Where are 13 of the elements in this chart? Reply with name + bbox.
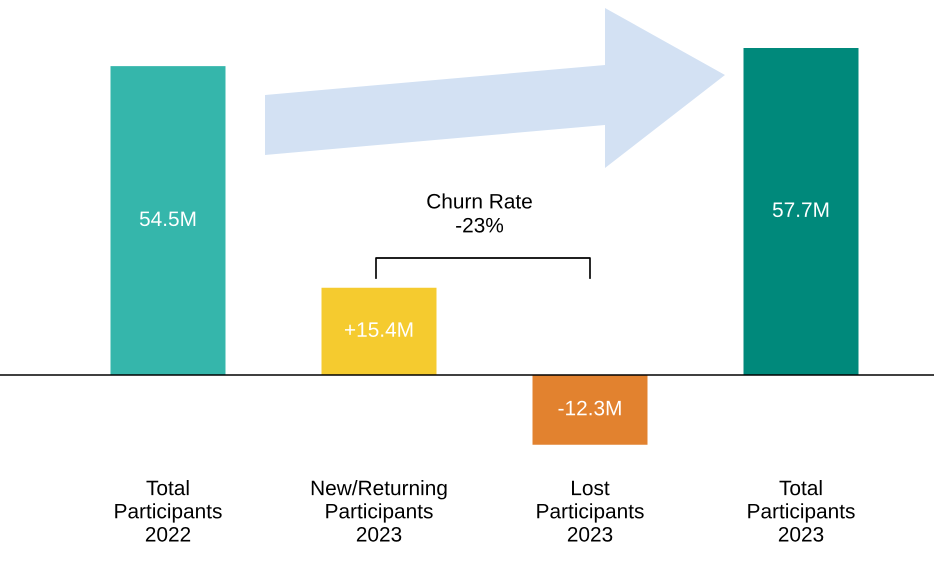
bar	[532, 375, 648, 445]
x-tick-label: Lost Participants 2023	[537, 480, 644, 542]
data-label: +15.4M	[344, 322, 412, 337]
data-label: 54.5M	[140, 212, 196, 226]
annotation: Churn Rate -23%	[427, 193, 532, 233]
x-tick-label: Total Participants 2023	[748, 480, 855, 542]
bar	[110, 66, 226, 375]
bar	[744, 48, 858, 375]
x-tick-label: New/Returning Participants 2023	[312, 480, 447, 542]
data-label: -12.3M	[558, 400, 621, 416]
data-label: 57.7M	[772, 202, 828, 218]
x-tick-label: Total Participants 2022	[115, 480, 222, 542]
bar	[322, 288, 436, 375]
